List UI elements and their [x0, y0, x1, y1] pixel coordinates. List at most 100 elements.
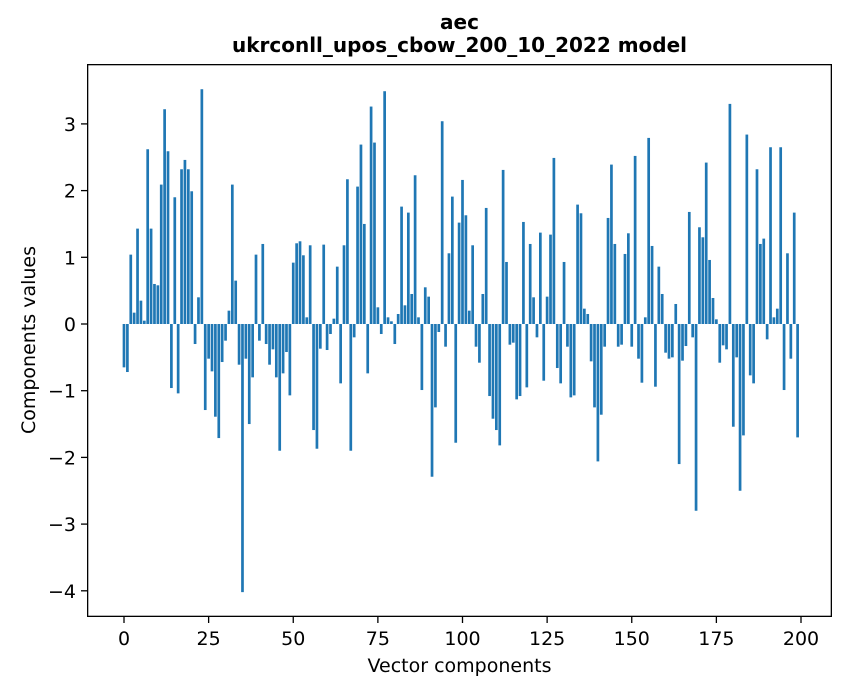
bar [542, 324, 546, 381]
bar [379, 324, 383, 335]
bar [396, 314, 400, 325]
bar [596, 324, 600, 462]
bar [643, 317, 647, 324]
bar [782, 324, 786, 391]
bar [555, 324, 559, 369]
y-tick-label: 3 [64, 114, 76, 136]
bar [122, 324, 126, 368]
x-tick-label: 150 [614, 628, 650, 650]
bar [796, 324, 799, 438]
x-tick-label: 100 [444, 628, 480, 650]
bar [664, 324, 667, 353]
bar [332, 318, 336, 324]
bar [335, 266, 339, 324]
bar [129, 254, 133, 324]
bar [511, 324, 515, 343]
bar [362, 223, 366, 324]
bar [373, 142, 376, 324]
bar [627, 233, 630, 324]
bar [650, 245, 654, 324]
bar [200, 89, 204, 324]
bar [718, 324, 722, 363]
bar [241, 324, 244, 593]
bar [633, 155, 637, 324]
bar [159, 184, 163, 324]
bar [217, 324, 221, 439]
bar [779, 147, 783, 324]
bar [149, 228, 153, 324]
bar [501, 169, 505, 324]
bar [765, 324, 769, 340]
bar [762, 238, 766, 324]
bar [677, 324, 681, 465]
bar [786, 253, 789, 324]
bar [356, 186, 359, 324]
bar [434, 324, 437, 408]
chart-title: aec [440, 10, 479, 34]
bar [738, 324, 742, 491]
bar [183, 159, 187, 324]
x-tick-label: 50 [281, 628, 305, 650]
bar [515, 324, 519, 400]
bar [657, 266, 661, 324]
bar [163, 109, 166, 324]
bar [450, 196, 454, 324]
bar [390, 321, 393, 324]
bar [789, 324, 793, 359]
bar [484, 207, 488, 324]
bar [583, 308, 586, 324]
bar [308, 245, 312, 324]
y-tick-label: −2 [48, 447, 76, 469]
bar [457, 222, 461, 324]
bar [599, 324, 603, 415]
bar [660, 293, 664, 325]
bar [715, 319, 718, 324]
bar [176, 324, 180, 394]
bar [691, 324, 695, 338]
bar [190, 191, 194, 324]
bar [532, 297, 535, 324]
bar [193, 324, 197, 345]
bar [748, 324, 752, 376]
bar [298, 241, 302, 324]
bar [518, 324, 522, 397]
bar [126, 324, 129, 373]
bar [430, 324, 434, 477]
bar [417, 317, 420, 324]
bar [288, 324, 292, 396]
bar [711, 297, 715, 324]
bar [701, 237, 705, 324]
bar [620, 324, 623, 345]
bar [444, 324, 447, 347]
bar [562, 261, 566, 324]
x-tick-label: 75 [366, 628, 390, 650]
y-tick-label: −3 [48, 514, 76, 536]
bar [237, 324, 241, 365]
bar [440, 121, 444, 324]
bar [654, 324, 657, 387]
bar [647, 137, 651, 324]
y-tick-label: 2 [64, 181, 76, 203]
bar [339, 324, 342, 384]
bar [274, 324, 278, 378]
bar [230, 184, 234, 324]
bar [210, 324, 214, 372]
bar [251, 324, 254, 378]
bar [295, 243, 298, 324]
bar [579, 213, 583, 324]
bar [454, 324, 458, 443]
bar [281, 324, 285, 374]
axes-spines [87, 64, 833, 618]
bar [278, 324, 282, 451]
bar [386, 317, 390, 324]
bar [508, 324, 512, 345]
bar [589, 324, 593, 362]
bar [437, 324, 441, 332]
bar [413, 175, 417, 324]
bar [593, 324, 596, 408]
bar [197, 297, 200, 324]
bar [745, 134, 749, 324]
bar [264, 324, 268, 345]
bar [153, 283, 156, 324]
bar [559, 324, 563, 384]
